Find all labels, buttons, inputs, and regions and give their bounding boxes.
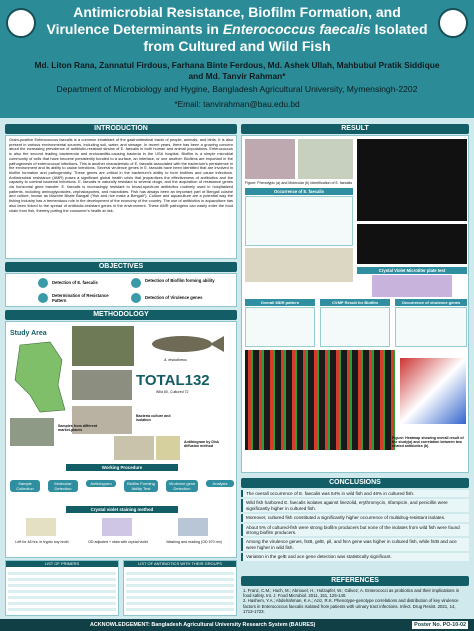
table: LIST OF ANTIBIOTICS WITH THEIR GROUPS	[123, 560, 237, 616]
fish-tail	[210, 336, 224, 352]
references-list: 1. Franz, C.M.; Huch, M.; Abriouel, H.; …	[243, 588, 467, 614]
icon	[38, 293, 48, 303]
logo	[6, 8, 36, 38]
step: Analysis	[206, 480, 234, 487]
culture-label: Bacteria culture and isolation	[136, 414, 171, 422]
result-box: Figure: Phenotypic (a) and Molecular (b)…	[241, 135, 469, 473]
footer: ACKNOWLEDGEMENT: Bangladesh Agricultural…	[0, 619, 474, 631]
map-shape	[14, 341, 66, 413]
authors: Md. Liton Rana, Zannatul Firdous, Farhan…	[34, 60, 440, 81]
chart-title: Crystal Violet Microtiter plate test	[357, 267, 467, 274]
conclusions-list: The overall occurrence of E. faecalis wa…	[241, 490, 469, 563]
title-italic: Enterococcus faecalis	[222, 21, 371, 37]
fish	[152, 336, 224, 352]
section-heading: RESULT	[241, 124, 469, 134]
chart-title: Overall MDR pattern	[245, 299, 315, 306]
objective: Detection of Virulence genes	[145, 295, 203, 300]
antibiogram-label: Antibiogram by Disk diffusion method	[184, 440, 219, 448]
chart-image	[245, 307, 315, 347]
logo	[438, 8, 468, 38]
conclusion: Moreover, cultured fish constituted a si…	[241, 514, 469, 522]
photo	[245, 139, 295, 179]
photo	[72, 326, 134, 366]
chart-title: CVMP Result for Biofilm	[320, 299, 390, 306]
icon	[38, 278, 48, 288]
objective: Detection of E. faecalis	[52, 280, 98, 285]
section-heading: CONCLUSIONS	[241, 478, 469, 488]
map	[14, 341, 66, 413]
table-rows	[126, 569, 234, 613]
step: Virulence gene Detection	[166, 480, 198, 492]
photo	[245, 248, 353, 282]
photo	[372, 275, 452, 297]
samples-label: Samples from different market-places	[58, 424, 98, 432]
conclusion: About 5% of cultured-fish were strong bi…	[241, 523, 469, 537]
conclusion: Variation in the gelE and ace gene detec…	[241, 553, 469, 561]
reference: 1. Franz, C.M.; Huch, M.; Abriouel, H.; …	[243, 588, 460, 599]
photo	[10, 418, 54, 446]
icon	[131, 278, 141, 288]
heatmap-image	[245, 350, 395, 450]
conclusion: The overall occurrence of E. faecalis wa…	[241, 490, 469, 498]
chart-title: Occurrence of virulence genes	[395, 299, 467, 306]
photo	[298, 139, 353, 179]
gel-image	[357, 224, 467, 264]
cv-step: Washing and reading (OD 570 nm)	[166, 540, 222, 544]
poster-no: Poster No. PO-10-02	[412, 621, 468, 629]
title: Antimicrobial Resistance, Biofilm Format…	[40, 4, 434, 55]
table: LIST OF PRIMERS	[5, 560, 119, 616]
chart-image	[245, 196, 353, 246]
subheading: Working Procedure	[66, 464, 178, 471]
step: Sample Collection	[10, 480, 40, 492]
section-heading: METHODOLOGY	[5, 310, 237, 320]
step: Biofilm Forming Ability Test	[124, 480, 158, 492]
title-text: Antimicrobial Resistance, Biofilm Format…	[46, 4, 401, 37]
photo	[156, 436, 180, 460]
header	[0, 0, 474, 118]
email: *Email: tanvirahman@bau.edu.bd	[174, 99, 300, 109]
total-sub: Wild 60, Cultured 72	[156, 390, 189, 394]
section-heading: INTRODUCTION	[5, 124, 237, 134]
gel-image	[357, 139, 467, 221]
methodology-box: Study Area A. testudineus TOTAL132 Wild …	[5, 321, 237, 558]
photo	[72, 370, 132, 400]
intro-text: Gram-positive Enterococcus faecalis is a…	[5, 135, 237, 259]
chart-image	[320, 307, 390, 347]
step: Antibiogram	[86, 480, 116, 487]
fish-body	[152, 336, 212, 352]
photo	[114, 436, 154, 460]
section-heading: OBJECTIVES	[5, 262, 237, 272]
reference: 2. Hashem, Y.A.; Abdelrahman, K.A.; Aziz…	[243, 598, 459, 614]
study-area: Study Area	[10, 330, 47, 337]
caption: Figure: Phenotypic (a) and Molecular (b)…	[245, 181, 353, 185]
photo	[178, 518, 208, 536]
objectives-box: Detection of E. faecalis Detection of Bi…	[5, 273, 237, 307]
conclusion: Wild fish harbored E. faecalis isolates …	[241, 499, 469, 513]
objective: Determination of Resistance Pattern	[52, 293, 109, 303]
chart-image	[395, 307, 467, 347]
table-title: LIST OF PRIMERS	[6, 561, 118, 567]
chart-title: Occurrence of E. faecalis	[245, 188, 353, 195]
table-title: LIST OF ANTIBIOTICS WITH THEIR GROUPS	[124, 561, 236, 567]
affiliation: Department of Microbiology and Hygine, B…	[56, 84, 418, 94]
cv-step: OD adjusted + stain with crystal violet	[88, 540, 148, 544]
objective: Detection of Biofilm forming ability	[145, 278, 215, 283]
section-heading: REFERENCES	[241, 576, 469, 586]
photo	[26, 518, 56, 536]
title-text: Isolated from Cultured and Wild Fish	[143, 21, 428, 54]
total: TOTAL132	[136, 372, 210, 389]
icon	[131, 293, 141, 303]
photo	[102, 518, 132, 536]
species: A. testudineus	[164, 358, 187, 362]
cv-step: Left for 48 hrs. in tryptic soy broth	[15, 540, 69, 544]
table-rows	[8, 569, 116, 613]
step: Molecular Detection	[48, 480, 78, 492]
conclusion: Among the virulence genes, fsrB, gelE, p…	[241, 538, 469, 552]
acknowledgement: ACKNOWLEDGEMENT: Bangladesh Agricultural…	[90, 622, 316, 628]
subheading: Crystal violet staining method	[66, 506, 178, 513]
caption: Figure: Heatmap showing overall result o…	[392, 436, 464, 448]
correlation-image	[400, 358, 466, 424]
photo	[72, 406, 132, 434]
